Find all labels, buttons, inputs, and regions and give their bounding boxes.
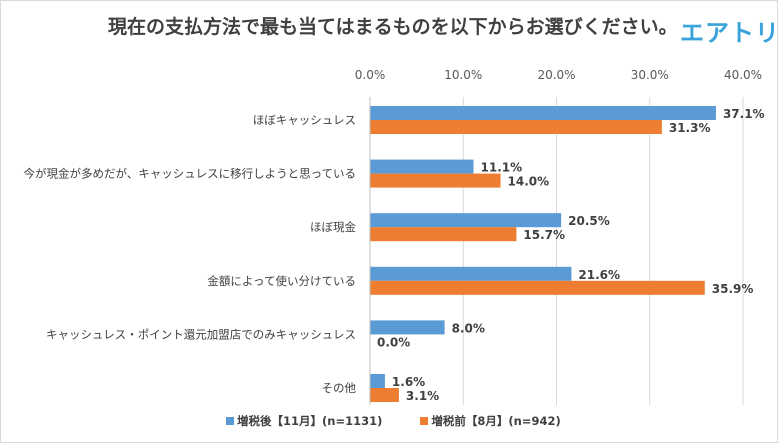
bar-before-tax bbox=[370, 227, 517, 242]
data-label: 8.0% bbox=[452, 321, 485, 335]
data-label: 21.6% bbox=[578, 268, 620, 282]
bar-before-tax bbox=[370, 280, 705, 295]
data-label: 1.6% bbox=[392, 375, 425, 389]
x-tick-label: 40.0% bbox=[724, 68, 762, 82]
category-label: その他 bbox=[322, 381, 357, 395]
data-label: 11.1% bbox=[481, 161, 523, 175]
data-label: 15.7% bbox=[523, 228, 565, 242]
bar-after-tax bbox=[370, 320, 445, 335]
bar-after-tax bbox=[370, 213, 562, 228]
x-tick-label: 20.0% bbox=[537, 68, 575, 82]
data-label: 37.1% bbox=[723, 107, 765, 121]
category-label: ほぼキャッシュレス bbox=[253, 113, 356, 127]
category-label: ほぼ現金 bbox=[310, 220, 356, 234]
legend-swatch-blue bbox=[226, 417, 234, 425]
data-label: 20.5% bbox=[568, 214, 610, 228]
bar-before-tax bbox=[370, 120, 662, 134]
bar-before-tax bbox=[370, 173, 501, 188]
x-tick-label: 30.0% bbox=[631, 68, 669, 82]
legend-item-before-tax: 増税前【8月】(n=942) bbox=[420, 413, 561, 429]
bar-after-tax bbox=[370, 374, 385, 388]
bar-after-tax bbox=[370, 106, 716, 120]
bar-after-tax bbox=[370, 159, 474, 174]
category-label: 今が現金が多めだが、キャッシュレスに移行しようと思っている bbox=[24, 167, 356, 181]
legend-label: 増税後【11月】(n=1131) bbox=[237, 414, 383, 428]
data-label: 0.0% bbox=[377, 335, 410, 349]
bar-after-tax bbox=[370, 266, 572, 281]
category-label: 金額によって使い分けている bbox=[207, 274, 356, 288]
legend-item-after-tax: 増税後【11月】(n=1131) bbox=[226, 413, 382, 429]
x-tick-label: 0.0% bbox=[355, 68, 386, 82]
category-label: キャッシュレス・ポイント還元加盟店でのみキャッシュレス bbox=[46, 327, 356, 341]
legend-label: 増税前【8月】(n=942) bbox=[431, 414, 561, 428]
x-tick-label: 10.0% bbox=[444, 68, 482, 82]
legend: 増税後【11月】(n=1131) 増税前【8月】(n=942) bbox=[226, 413, 561, 429]
data-label: 3.1% bbox=[406, 389, 439, 403]
bar-before-tax bbox=[370, 388, 399, 402]
brand-logo: エアトリ bbox=[680, 19, 778, 47]
data-label: 14.0% bbox=[508, 175, 550, 189]
data-label: 35.9% bbox=[712, 282, 754, 296]
legend-swatch-orange bbox=[420, 417, 429, 425]
chart-title: 現在の支払方法で最も当てはまるものを以下からお選びください。 bbox=[108, 16, 678, 38]
data-label: 31.3% bbox=[669, 121, 711, 135]
